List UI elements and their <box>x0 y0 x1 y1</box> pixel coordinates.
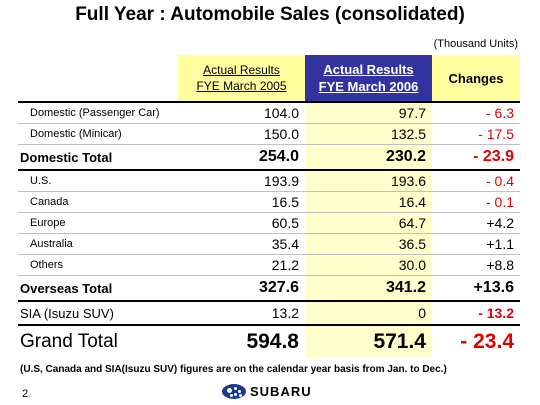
row-label: Domestic (Minicar) <box>18 123 178 145</box>
header-fye-2006-line1: Actual Results <box>323 62 414 77</box>
row-label: Australia <box>18 233 178 255</box>
value-change: +8.8 <box>432 254 520 276</box>
units-label: (Thousand Units) <box>433 38 518 50</box>
table-header-row: Actual Results FYE March 2005 Actual Res… <box>18 55 520 102</box>
value-fye-2005: 13.2 <box>178 301 305 326</box>
table-row-total: Domestic Total 254.0 230.2 - 23.9 <box>18 144 520 171</box>
value-change: - 23.9 <box>432 144 520 171</box>
row-label: Grand Total <box>20 331 118 352</box>
value-fye-2005: 594.8 <box>246 330 299 353</box>
value-change: - 17.5 <box>432 123 520 145</box>
table-row-grand-total: Grand Total 594.8 571.4 - 23.4 <box>18 325 520 358</box>
row-label: Canada <box>18 191 178 213</box>
value-fye-2006: 64.7 <box>305 212 432 234</box>
value-fye-2005: 21.2 <box>178 254 305 276</box>
sales-table: Actual Results FYE March 2005 Actual Res… <box>18 55 520 358</box>
value-fye-2005: 35.4 <box>178 233 305 255</box>
value-fye-2006: 193.6 <box>305 170 432 192</box>
row-label: Domestic (Passenger Car) <box>18 101 178 124</box>
table-row: Domestic (Minicar) 150.0 132.5 - 17.5 <box>18 123 520 145</box>
value-fye-2006: 132.5 <box>305 123 432 145</box>
value-fye-2006: 341.2 <box>305 275 432 302</box>
value-fye-2006: 36.5 <box>305 233 432 255</box>
value-change: - 0.4 <box>432 170 520 192</box>
header-fye-2006-line2: FYE March 2006 <box>318 79 419 94</box>
header-blank <box>18 55 178 102</box>
value-fye-2006: 230.2 <box>305 144 432 171</box>
value-fye-2006: 571.4 <box>305 325 432 358</box>
value-fye-2005: 193.9 <box>178 170 305 192</box>
header-fye-2005-line1: Actual Results <box>203 63 280 77</box>
value-change: - 0.1 <box>432 191 520 213</box>
row-label: Overseas Total <box>18 275 178 302</box>
page-number: 2 <box>22 388 29 400</box>
row-label: Others <box>18 254 178 276</box>
header-fye-2006: Actual Results FYE March 2006 <box>305 55 432 102</box>
value-fye-2006: 16.4 <box>305 191 432 213</box>
row-label: Europe <box>18 212 178 234</box>
table-row: SIA (Isuzu SUV) 13.2 0 - 13.2 <box>18 301 520 326</box>
value-change: - 13.2 <box>432 301 520 326</box>
table-row: U.S. 193.9 193.6 - 0.4 <box>18 170 520 192</box>
page-title: Full Year : Automobile Sales (consolidat… <box>75 4 465 25</box>
value-change: +4.2 <box>432 212 520 234</box>
subaru-logo: SUBARU <box>222 383 322 401</box>
logo-text: SUBARU <box>250 384 312 399</box>
row-label: U.S. <box>18 170 178 192</box>
value-change: - 23.4 <box>460 330 514 353</box>
table-row: Europe 60.5 64.7 +4.2 <box>18 212 520 234</box>
header-fye-2005-line2: FYE March 2005 <box>196 79 287 93</box>
value-change: +13.6 <box>432 275 520 302</box>
row-label: Domestic Total <box>18 144 178 171</box>
value-change: +1.1 <box>432 233 520 255</box>
value-fye-2006: 30.0 <box>305 254 432 276</box>
value-fye-2005: 254.0 <box>178 144 305 171</box>
value-change: - 6.3 <box>432 101 520 124</box>
subaru-stars-icon <box>222 384 246 399</box>
value-fye-2006: 0 <box>305 301 432 326</box>
value-fye-2005: 150.0 <box>178 123 305 145</box>
table-row-total: Overseas Total 327.6 341.2 +13.6 <box>18 275 520 302</box>
value-fye-2005: 16.5 <box>178 191 305 213</box>
header-changes: Changes <box>432 55 520 102</box>
table-row: Domestic (Passenger Car) 104.0 97.7 - 6.… <box>18 101 520 124</box>
table-row: Others 21.2 30.0 +8.8 <box>18 254 520 276</box>
footnote: (U.S, Canada and SIA(Isuzu SUV) figures … <box>20 364 447 375</box>
header-fye-2005: Actual Results FYE March 2005 <box>178 55 305 102</box>
table-row: Canada 16.5 16.4 - 0.1 <box>18 191 520 213</box>
table-row: Australia 35.4 36.5 +1.1 <box>18 233 520 255</box>
row-label: SIA (Isuzu SUV) <box>18 301 178 326</box>
value-fye-2005: 104.0 <box>178 101 305 124</box>
value-fye-2005: 327.6 <box>178 275 305 302</box>
value-fye-2006: 97.7 <box>305 101 432 124</box>
value-fye-2005: 60.5 <box>178 212 305 234</box>
